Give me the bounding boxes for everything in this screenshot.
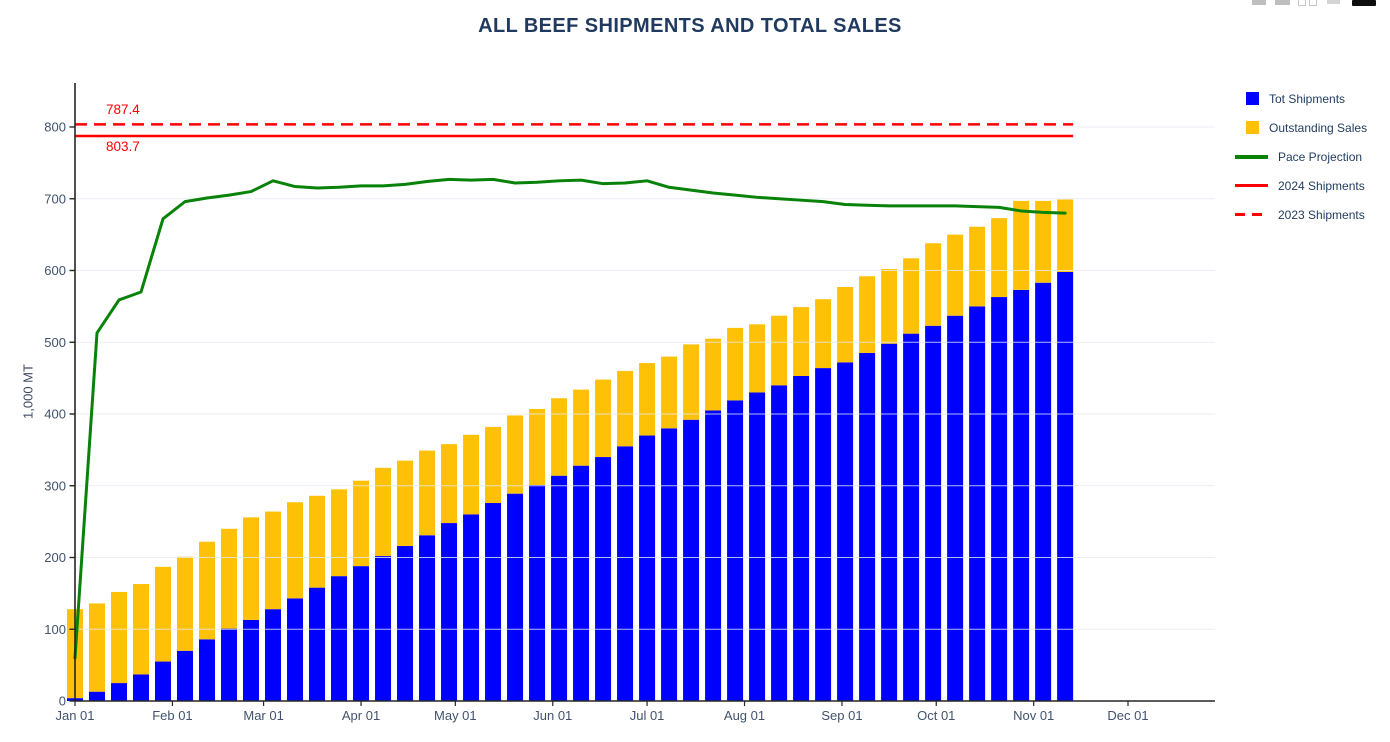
legend-label: Pace Projection (1278, 149, 1363, 164)
gridlines (75, 126, 1215, 630)
svg-text:Jul 01: Jul 01 (630, 708, 665, 723)
svg-text:Jan 01: Jan 01 (55, 708, 94, 723)
legend-label: 2023 Shipments (1278, 207, 1365, 222)
y-tick-labels: 0 100 200 300 400 500 600 700 800 (44, 120, 75, 709)
toolbar-icon-1[interactable] (1252, 0, 1266, 5)
toolbar-icon-2[interactable] (1275, 0, 1290, 5)
toolbar-icon-4[interactable] (1309, 0, 1317, 6)
pace-projection-line (73, 177, 1067, 660)
gold-square-swatch-icon (1246, 121, 1259, 134)
svg-text:0: 0 (59, 694, 66, 709)
bars-tot-shipments (67, 271, 1074, 701)
svg-text:500: 500 (44, 335, 66, 350)
annotation-2023-shipments: 803.7 (106, 139, 140, 154)
svg-text:Aug 01: Aug 01 (724, 708, 765, 723)
plotly-logo-icon[interactable] (1352, 0, 1376, 6)
legend-item-2023-shipments[interactable]: 2023 Shipments (1232, 200, 1390, 229)
legend: Tot Shipments Outstanding Sales Pace Pro… (1232, 84, 1390, 229)
legend-label: Tot Shipments (1269, 91, 1346, 106)
svg-text:Sep 01: Sep 01 (821, 708, 862, 723)
svg-text:Feb 01: Feb 01 (152, 708, 192, 723)
svg-text:700: 700 (44, 191, 66, 206)
svg-text:600: 600 (44, 263, 66, 278)
legend-label: 2024 Shipments (1278, 178, 1365, 193)
svg-text:May 01: May 01 (434, 708, 477, 723)
legend-item-2024-shipments[interactable]: 2024 Shipments (1232, 171, 1390, 200)
bars-outstanding-sales (67, 199, 1074, 699)
svg-text:Mar 01: Mar 01 (243, 708, 283, 723)
svg-text:800: 800 (44, 120, 66, 135)
red-line-swatch-icon (1235, 184, 1268, 187)
svg-text:Oct 01: Oct 01 (917, 708, 955, 723)
svg-text:Apr 01: Apr 01 (342, 708, 380, 723)
toolbar-icon-3[interactable] (1298, 0, 1306, 6)
x-tick-labels: Jan 01 Feb 01 Mar 01 Apr 01 May 01 Jun 01 Jul … (55, 701, 1149, 723)
green-line-swatch-icon (1235, 154, 1268, 159)
legend-item-outstanding-sales[interactable]: Outstanding Sales (1232, 113, 1390, 142)
svg-text:200: 200 (44, 550, 66, 565)
legend-item-pace-projection[interactable]: Pace Projection (1232, 142, 1390, 171)
blue-square-swatch-icon (1246, 92, 1259, 105)
svg-text:Nov 01: Nov 01 (1013, 708, 1054, 723)
legend-label: Outstanding Sales (1269, 120, 1368, 135)
svg-text:Dec 01: Dec 01 (1107, 708, 1148, 723)
legend-item-tot-shipments[interactable]: Tot Shipments (1232, 84, 1390, 113)
svg-text:400: 400 (44, 407, 66, 422)
annotation-2024-shipments: 787.4 (106, 102, 140, 117)
svg-text:Jun 01: Jun 01 (533, 708, 572, 723)
page-title: ALL BEEF SHIPMENTS AND TOTAL SALES (478, 15, 902, 37)
red-dashed-line-swatch-icon (1235, 213, 1268, 216)
svg-text:100: 100 (44, 622, 66, 637)
toolbar-icon-5[interactable] (1327, 0, 1340, 4)
svg-text:300: 300 (44, 478, 66, 493)
modebar (1252, 0, 1376, 6)
